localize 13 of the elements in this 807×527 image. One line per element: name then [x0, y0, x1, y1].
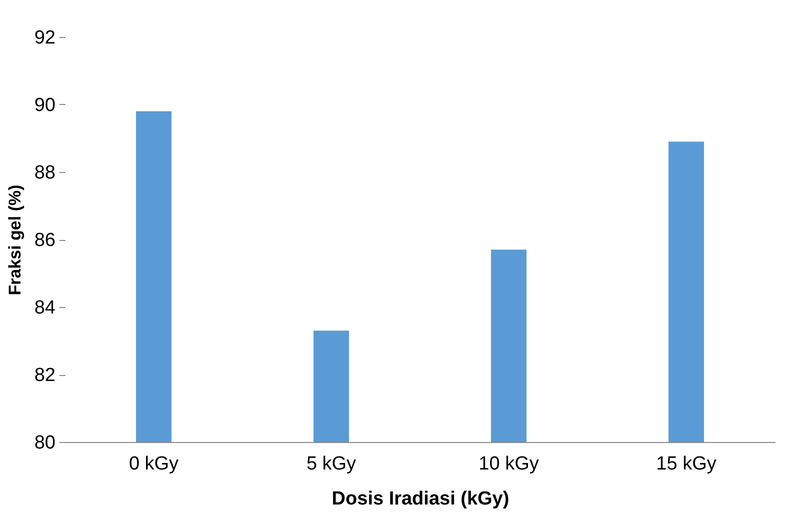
y-tick-label: 90	[34, 95, 56, 116]
y-tick-label: 92	[34, 28, 56, 48]
x-tick-label: 15 kGy	[656, 454, 717, 474]
y-tick-label: 80	[34, 432, 56, 454]
x-axis-title: Dosis Iradiasi (kGy)	[332, 488, 510, 510]
x-tick-label: 10 kGy	[478, 454, 540, 474]
y-tick-label: 88	[34, 162, 56, 184]
x-tick-label: 0 kGy	[128, 454, 180, 474]
y-tick-label: 82	[34, 365, 56, 386]
y-axis-title: Fraksi gel (%)	[5, 184, 24, 296]
y-tick-label: 84	[34, 298, 56, 318]
x-tick-label: 5 kGy	[306, 454, 357, 474]
y-tick-label: 86	[34, 230, 56, 251]
